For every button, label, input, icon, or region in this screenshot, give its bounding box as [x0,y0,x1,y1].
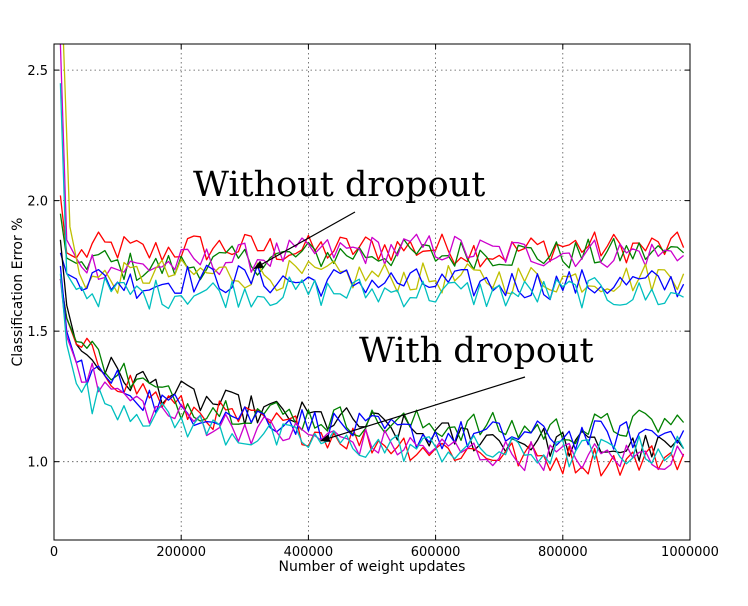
x-tick-label: 400000 [284,545,334,560]
x-axis-label: Number of weight updates [279,559,466,575]
series-line-with-red [59,278,685,477]
x-tick-label: 600000 [411,545,461,560]
series-line-without-blue [59,252,685,301]
series-line-without-yellow [62,44,685,295]
series-line-without-magenta [59,44,685,280]
series-line-without-cyan [59,83,684,310]
series-line-with-blue [59,265,685,451]
series-lines [59,44,685,477]
series-line-with-magenta [59,278,685,472]
plot-frame [53,43,691,541]
annotation-without-dropout: Without dropout [193,165,485,205]
y-axis-label: Classification Error % [10,218,26,367]
x-tick-label: 800000 [538,545,588,560]
annotations: Without dropout With dropout [193,165,594,442]
series-line-without-red [59,195,685,268]
annotation-arrow [319,376,526,442]
x-tick-label: 1000000 [661,545,719,560]
y-tick-label: 1.0 [27,456,48,471]
x-tick-label: 0 [50,545,58,560]
x-tick-label: 200000 [156,545,206,560]
y-tick-label: 1.5 [27,325,48,340]
annotation-with-dropout: With dropout [359,331,594,371]
series-line-with-cyan [59,273,685,468]
y-tick-label: 2.0 [27,195,48,210]
y-tick-label: 2.5 [27,64,48,79]
ticks: 0 200000 400000 600000 800000 1000000 1.0 1.5 2.… [27,44,719,560]
series-line-without-green [59,213,685,282]
annotation-arrow [253,211,356,270]
